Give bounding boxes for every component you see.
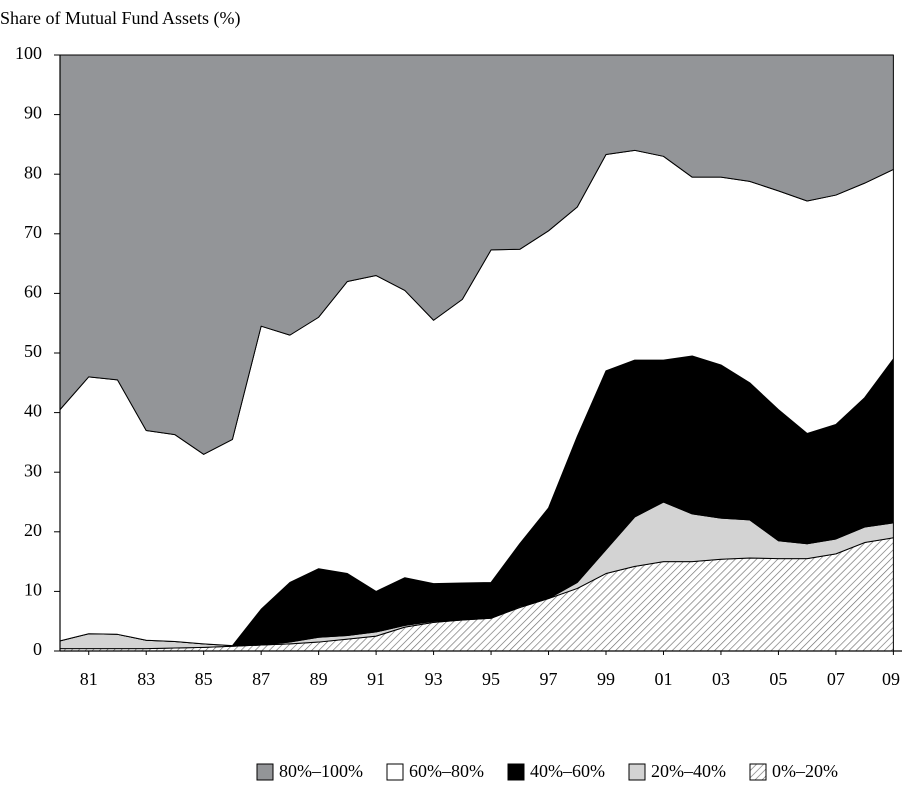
x-tick-label: 09 <box>882 669 900 689</box>
legend-swatch <box>386 763 404 781</box>
y-axis-title: Share of Mutual Fund Assets (%) <box>0 8 240 29</box>
y-tick-label: 70 <box>24 222 42 242</box>
y-tick-label: 50 <box>24 341 42 361</box>
y-tick-label: 30 <box>24 460 42 480</box>
x-tick-label: 83 <box>137 669 155 689</box>
legend-label: 20%–40% <box>651 761 726 781</box>
x-tick-label: 97 <box>540 669 558 689</box>
y-tick-label: 40 <box>24 401 42 421</box>
x-tick-label: 01 <box>654 669 672 689</box>
x-tick-label: 87 <box>252 669 270 689</box>
x-tick-label: 89 <box>310 669 328 689</box>
y-tick-label: 10 <box>24 580 42 600</box>
legend-swatch <box>628 763 646 781</box>
legend-label: 0%–20% <box>772 761 838 781</box>
legend: 80%–100% 60%–80% 40%–60% 20%–40% 0%–20% <box>256 761 838 781</box>
y-tick-label: 80 <box>24 162 42 182</box>
y-tick-label: 90 <box>24 103 42 123</box>
legend-swatch <box>256 763 274 781</box>
x-tick-label: 95 <box>482 669 500 689</box>
x-tick-label: 07 <box>827 669 845 689</box>
y-tick-label: 0 <box>33 639 42 659</box>
y-tick-label: 100 <box>15 43 42 63</box>
plot-area <box>59 54 894 652</box>
y-tick-label: 60 <box>24 282 42 302</box>
x-tick-label: 85 <box>195 669 213 689</box>
legend-swatch <box>749 763 767 781</box>
x-tick-label: 93 <box>425 669 443 689</box>
legend-swatch <box>507 763 525 781</box>
x-tick-label: 81 <box>80 669 98 689</box>
x-tick-label: 03 <box>712 669 730 689</box>
legend-label: 80%–100% <box>279 761 363 781</box>
legend-label: 60%–80% <box>409 761 484 781</box>
y-tick-label: 20 <box>24 520 42 540</box>
x-tick-label: 91 <box>367 669 385 689</box>
area <box>59 54 894 455</box>
legend-label: 40%–60% <box>530 761 605 781</box>
x-tick-label: 05 <box>769 669 787 689</box>
x-tick-label: 99 <box>597 669 615 689</box>
